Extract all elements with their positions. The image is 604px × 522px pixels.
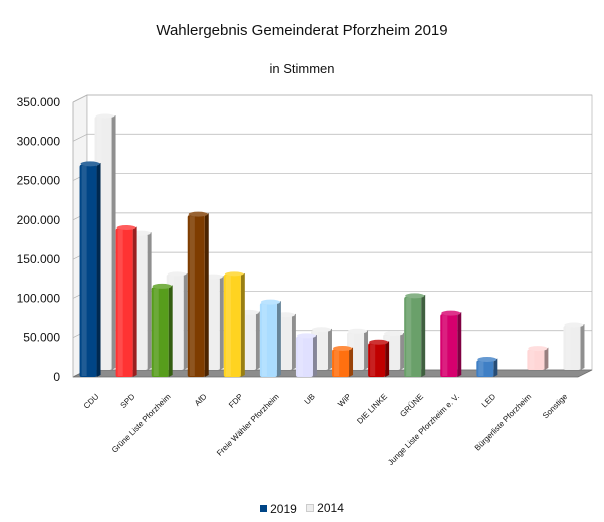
x-tick-label: FDP: [227, 392, 245, 410]
bar-2019-8: [368, 339, 390, 377]
chart-title: Wahlergebnis Gemeinderat Pforzheim 2019: [156, 22, 448, 39]
gridline-depth: [72, 94, 88, 103]
bar-2019-10: [440, 310, 462, 377]
legend-label-2014: 2014: [317, 501, 344, 515]
x-tick-label: DIE LINKE: [355, 392, 389, 426]
y-tick-label: 350.000: [17, 95, 61, 109]
x-tick-label: AfD: [193, 392, 209, 408]
y-tick-label: 0: [53, 370, 60, 384]
bar-2019-7: [332, 346, 354, 377]
x-tick-label: LED: [480, 392, 498, 410]
legend-item-2019: 2019: [260, 502, 297, 516]
x-tick-label: Sonstige: [541, 392, 570, 421]
x-tick-label: SPD: [119, 392, 137, 410]
plot-area: 0 50.000 100.000 150.000 200.000 250.000 300.0…: [17, 94, 593, 467]
bar-2019-0: [79, 161, 101, 377]
y-tick-label: 300.000: [17, 134, 61, 148]
y-tick-label: 50.000: [23, 331, 60, 345]
bar-2019-2: [151, 283, 173, 377]
bar-2019-5: [259, 299, 281, 377]
legend-item-2014: 2014: [306, 501, 344, 515]
bar-2019-6: [295, 333, 317, 377]
legend-label-2019: 2019: [270, 501, 297, 516]
bar-2014-13: [563, 322, 585, 370]
y-tick-label: 200.000: [17, 213, 61, 227]
x-tick-label: GRÜNE: [398, 392, 425, 419]
x-tick-label: CDU: [82, 392, 101, 411]
bar-2019-1: [115, 225, 137, 377]
bar-2019-4: [223, 271, 245, 377]
legend-swatch-2019: [260, 505, 268, 512]
bar-2019-11: [476, 357, 498, 377]
bars: [79, 113, 585, 377]
legend: 2019 2014: [0, 501, 604, 516]
bar-2019-9: [404, 293, 426, 377]
bar-2019-3: [187, 211, 209, 377]
y-tick-label: 150.000: [17, 252, 61, 266]
legend-swatch-2014: [306, 504, 315, 512]
bar-2014-12: [527, 346, 549, 370]
chart-subtitle: in Stimmen: [269, 61, 335, 76]
x-tick-label: UB: [303, 392, 317, 406]
x-tick-label: WiP: [336, 392, 353, 409]
y-tick-label: 100.000: [17, 291, 61, 305]
x-tick-label: Grüne Liste Pforzheim: [110, 392, 173, 455]
x-tick-label: Freie Wähler Pforzheim: [215, 392, 281, 458]
y-tick-label: 250.000: [17, 174, 61, 188]
x-tick-label: Junge Liste Pforzheim e. V.: [386, 392, 461, 467]
gridline-depth: [72, 133, 88, 142]
